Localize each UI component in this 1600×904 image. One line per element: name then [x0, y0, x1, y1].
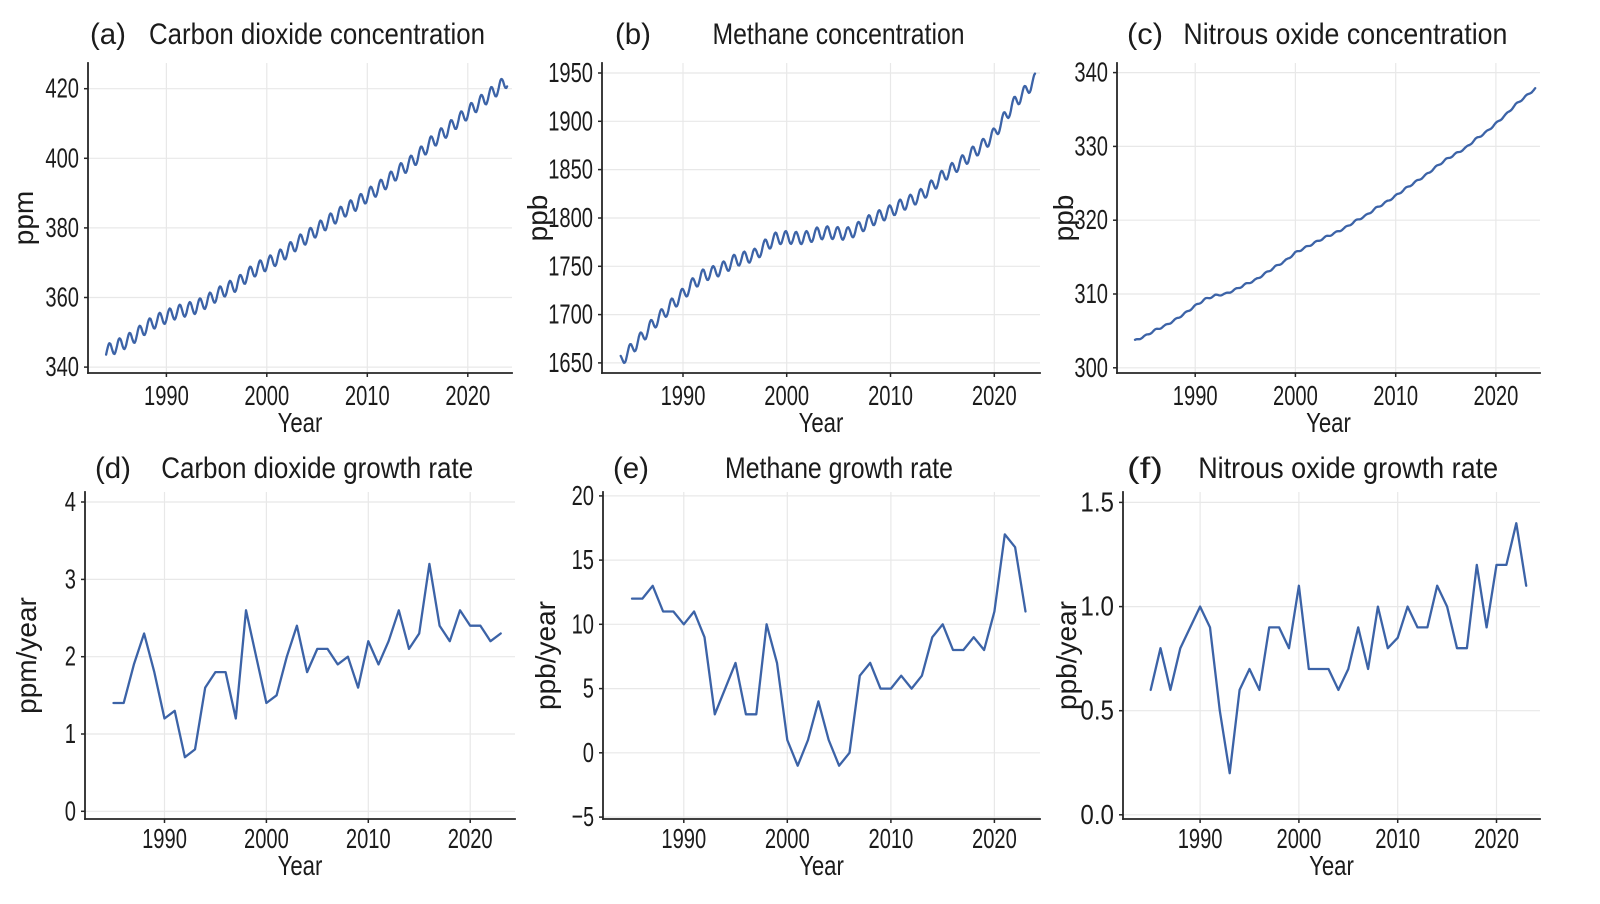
panel-b-xtick-label: 2010	[868, 380, 913, 411]
panel-a-xtick-label: 2000	[244, 380, 289, 411]
panel-a: 1990 2000 2010 2020 340 360 380 400 420 (a) Carbon…	[0, 0, 533, 452]
panel-b: 1990 2000 2010 2020 1650 1700 1750 1800 1850 1900…	[522, 0, 1066, 452]
panel-f-line	[1149, 522, 1528, 775]
panel-b-xtick-label: 2020	[972, 380, 1017, 411]
panel-a-title: Carbon dioxide concentration	[149, 18, 485, 51]
panel-e: 1990 2000 2010 2020 −5 0 5 10 15 20 (e) Methane gro…	[530, 452, 1066, 904]
panel-e-ytick-label: 5	[583, 673, 594, 704]
panel-a-xtick-label: 2010	[345, 380, 390, 411]
panel-c-ytick-label: 340	[1074, 57, 1108, 88]
panel-b-ytick-label: 1750	[548, 250, 593, 281]
panel-f-xtick-label: 2000	[1277, 823, 1322, 854]
panel-d-xtick-label: 2020	[448, 823, 493, 854]
panel-b-xlabel: Year	[799, 407, 844, 438]
panel-e-ytick-label: 15	[572, 544, 594, 575]
panel-e-label: (e)	[613, 452, 649, 485]
panel-c-xlabel: Year	[1306, 407, 1351, 438]
panel-c-ylabel: ppb	[1048, 195, 1079, 242]
panel-f-ytick-label: 0.0	[1080, 799, 1114, 830]
panel-a-ytick-label: 400	[45, 142, 79, 173]
panel-e-ylabel: ppb/year	[530, 601, 561, 710]
panel-e-xtick-label: 2010	[869, 823, 914, 854]
panel-e-ytick-label: −5	[572, 801, 594, 832]
panel-e-xlabel: Year	[799, 850, 844, 881]
panel-d-ytick-label: 0	[65, 795, 76, 826]
panel-c-xtick-label: 2000	[1273, 380, 1318, 411]
panel-e-xtick-label: 2020	[972, 823, 1017, 854]
panel-d-xlabel: Year	[278, 850, 323, 881]
panel-d-ytick-label: 1	[65, 718, 76, 749]
panel-b-ytick-label: 1900	[548, 105, 593, 136]
panel-a-chart: 1990 2000 2010 2020 340 360 380 400 420 (a) Carbon…	[8, 18, 513, 438]
panel-d-title: Carbon dioxide growth rate	[161, 452, 473, 485]
panel-c-ytick-label: 310	[1074, 278, 1108, 309]
panel-e-ytick-label: 10	[572, 608, 594, 639]
panel-c-label: (c)	[1127, 18, 1163, 51]
panel-e-xtick-label: 1990	[661, 823, 706, 854]
panel-b-label: (b)	[615, 18, 651, 51]
panel-d-xtick-label: 1990	[142, 823, 187, 854]
panel-f-xtick-label: 2020	[1474, 823, 1519, 854]
panel-a-label: (a)	[90, 18, 126, 51]
panel-b-xtick-label: 2000	[764, 380, 809, 411]
panel-d-label: (d)	[95, 452, 131, 485]
panel-f: 1990 2000 2010 2020 0.0 0.5 1.0 1.5 (f) Nitrous o…	[1051, 452, 1600, 904]
panel-b-ytick-label: 1950	[548, 57, 593, 88]
panel-f-ytick-label: 0.5	[1080, 695, 1114, 726]
panel-f-xtick-label: 1990	[1178, 823, 1223, 854]
panel-f-title: Nitrous oxide growth rate	[1198, 452, 1498, 485]
panel-f-xtick-label: 2010	[1375, 823, 1420, 854]
panel-d-xtick-label: 2010	[346, 823, 391, 854]
panel-c-ytick-label: 330	[1074, 130, 1108, 161]
panel-d-ytick-label: 3	[65, 563, 76, 594]
panel-b-chart: 1990 2000 2010 2020 1650 1700 1750 1800 1850 1900…	[522, 18, 1041, 438]
panel-c-ytick-label: 300	[1074, 352, 1108, 383]
panel-e-ytick-label: 20	[572, 480, 594, 511]
panel-a-xlabel: Year	[278, 407, 323, 438]
panel-b-title: Methane concentration	[713, 18, 965, 51]
panel-f-chart: 1990 2000 2010 2020 0.0 0.5 1.0 1.5 (f) Nitrous o…	[1051, 452, 1541, 881]
panel-e-chart: 1990 2000 2010 2020 −5 0 5 10 15 20 (e) Methane gro…	[530, 452, 1041, 881]
panel-c-chart: 1990 2000 2010 2020 300 310 320 330 340 (c) Nitrou…	[1048, 18, 1541, 438]
panel-a-xtick-label: 2020	[445, 380, 490, 411]
panel-c-line	[1133, 87, 1537, 341]
panel-b-ytick-label: 1800	[548, 202, 593, 233]
panel-a-ytick-label: 340	[45, 351, 79, 382]
panel-a-ytick-label: 420	[45, 73, 79, 104]
panel-f-xlabel: Year	[1309, 850, 1354, 881]
panel-d-xtick-label: 2000	[244, 823, 289, 854]
panel-b-ytick-label: 1700	[548, 299, 593, 330]
panel-b-ytick-label: 1650	[548, 347, 593, 378]
panel-b-ytick-label: 1850	[548, 154, 593, 185]
panel-f-label: (f)	[1127, 452, 1163, 485]
panel-c-xtick-label: 2020	[1474, 380, 1519, 411]
panel-b-line	[619, 72, 1037, 365]
panel-b-ylabel: ppb	[522, 195, 553, 242]
panel-d-ytick-label: 2	[65, 641, 76, 672]
panel-e-ytick-label: 0	[583, 737, 594, 768]
panel-f-ytick-label: 1.0	[1080, 591, 1114, 622]
panel-d-ylabel: ppm/year	[11, 597, 42, 714]
panel-c-xtick-label: 2010	[1373, 380, 1418, 411]
panel-a-ylabel: ppm	[8, 191, 39, 245]
panel-c-title: Nitrous oxide concentration	[1183, 18, 1507, 51]
panel-f-ytick-label: 1.5	[1080, 486, 1114, 517]
panel-d-ytick-label: 4	[65, 486, 76, 517]
panel-d: 1990 2000 2010 2020 0 1 2 3 4 (d) Carbon dioxide g…	[0, 452, 533, 904]
panel-a-line	[104, 77, 509, 356]
panel-c-xtick-label: 1990	[1173, 380, 1218, 411]
panel-d-chart: 1990 2000 2010 2020 0 1 2 3 4 (d) Carbon dioxide g…	[11, 452, 516, 881]
panel-a-xtick-label: 1990	[144, 380, 189, 411]
panel-b-xtick-label: 1990	[661, 380, 706, 411]
panel-a-ytick-label: 380	[45, 212, 79, 243]
panel-c: 1990 2000 2010 2020 300 310 320 330 340 (c) Nitrou…	[1048, 0, 1600, 452]
panel-e-line	[630, 533, 1027, 767]
panel-d-line	[112, 562, 502, 759]
panel-a-ytick-label: 360	[45, 282, 79, 313]
panel-f-ylabel: ppb/year	[1051, 601, 1082, 710]
panel-c-ytick-label: 320	[1074, 204, 1108, 235]
panel-e-xtick-label: 2000	[765, 823, 810, 854]
panel-e-title: Methane growth rate	[725, 452, 953, 485]
